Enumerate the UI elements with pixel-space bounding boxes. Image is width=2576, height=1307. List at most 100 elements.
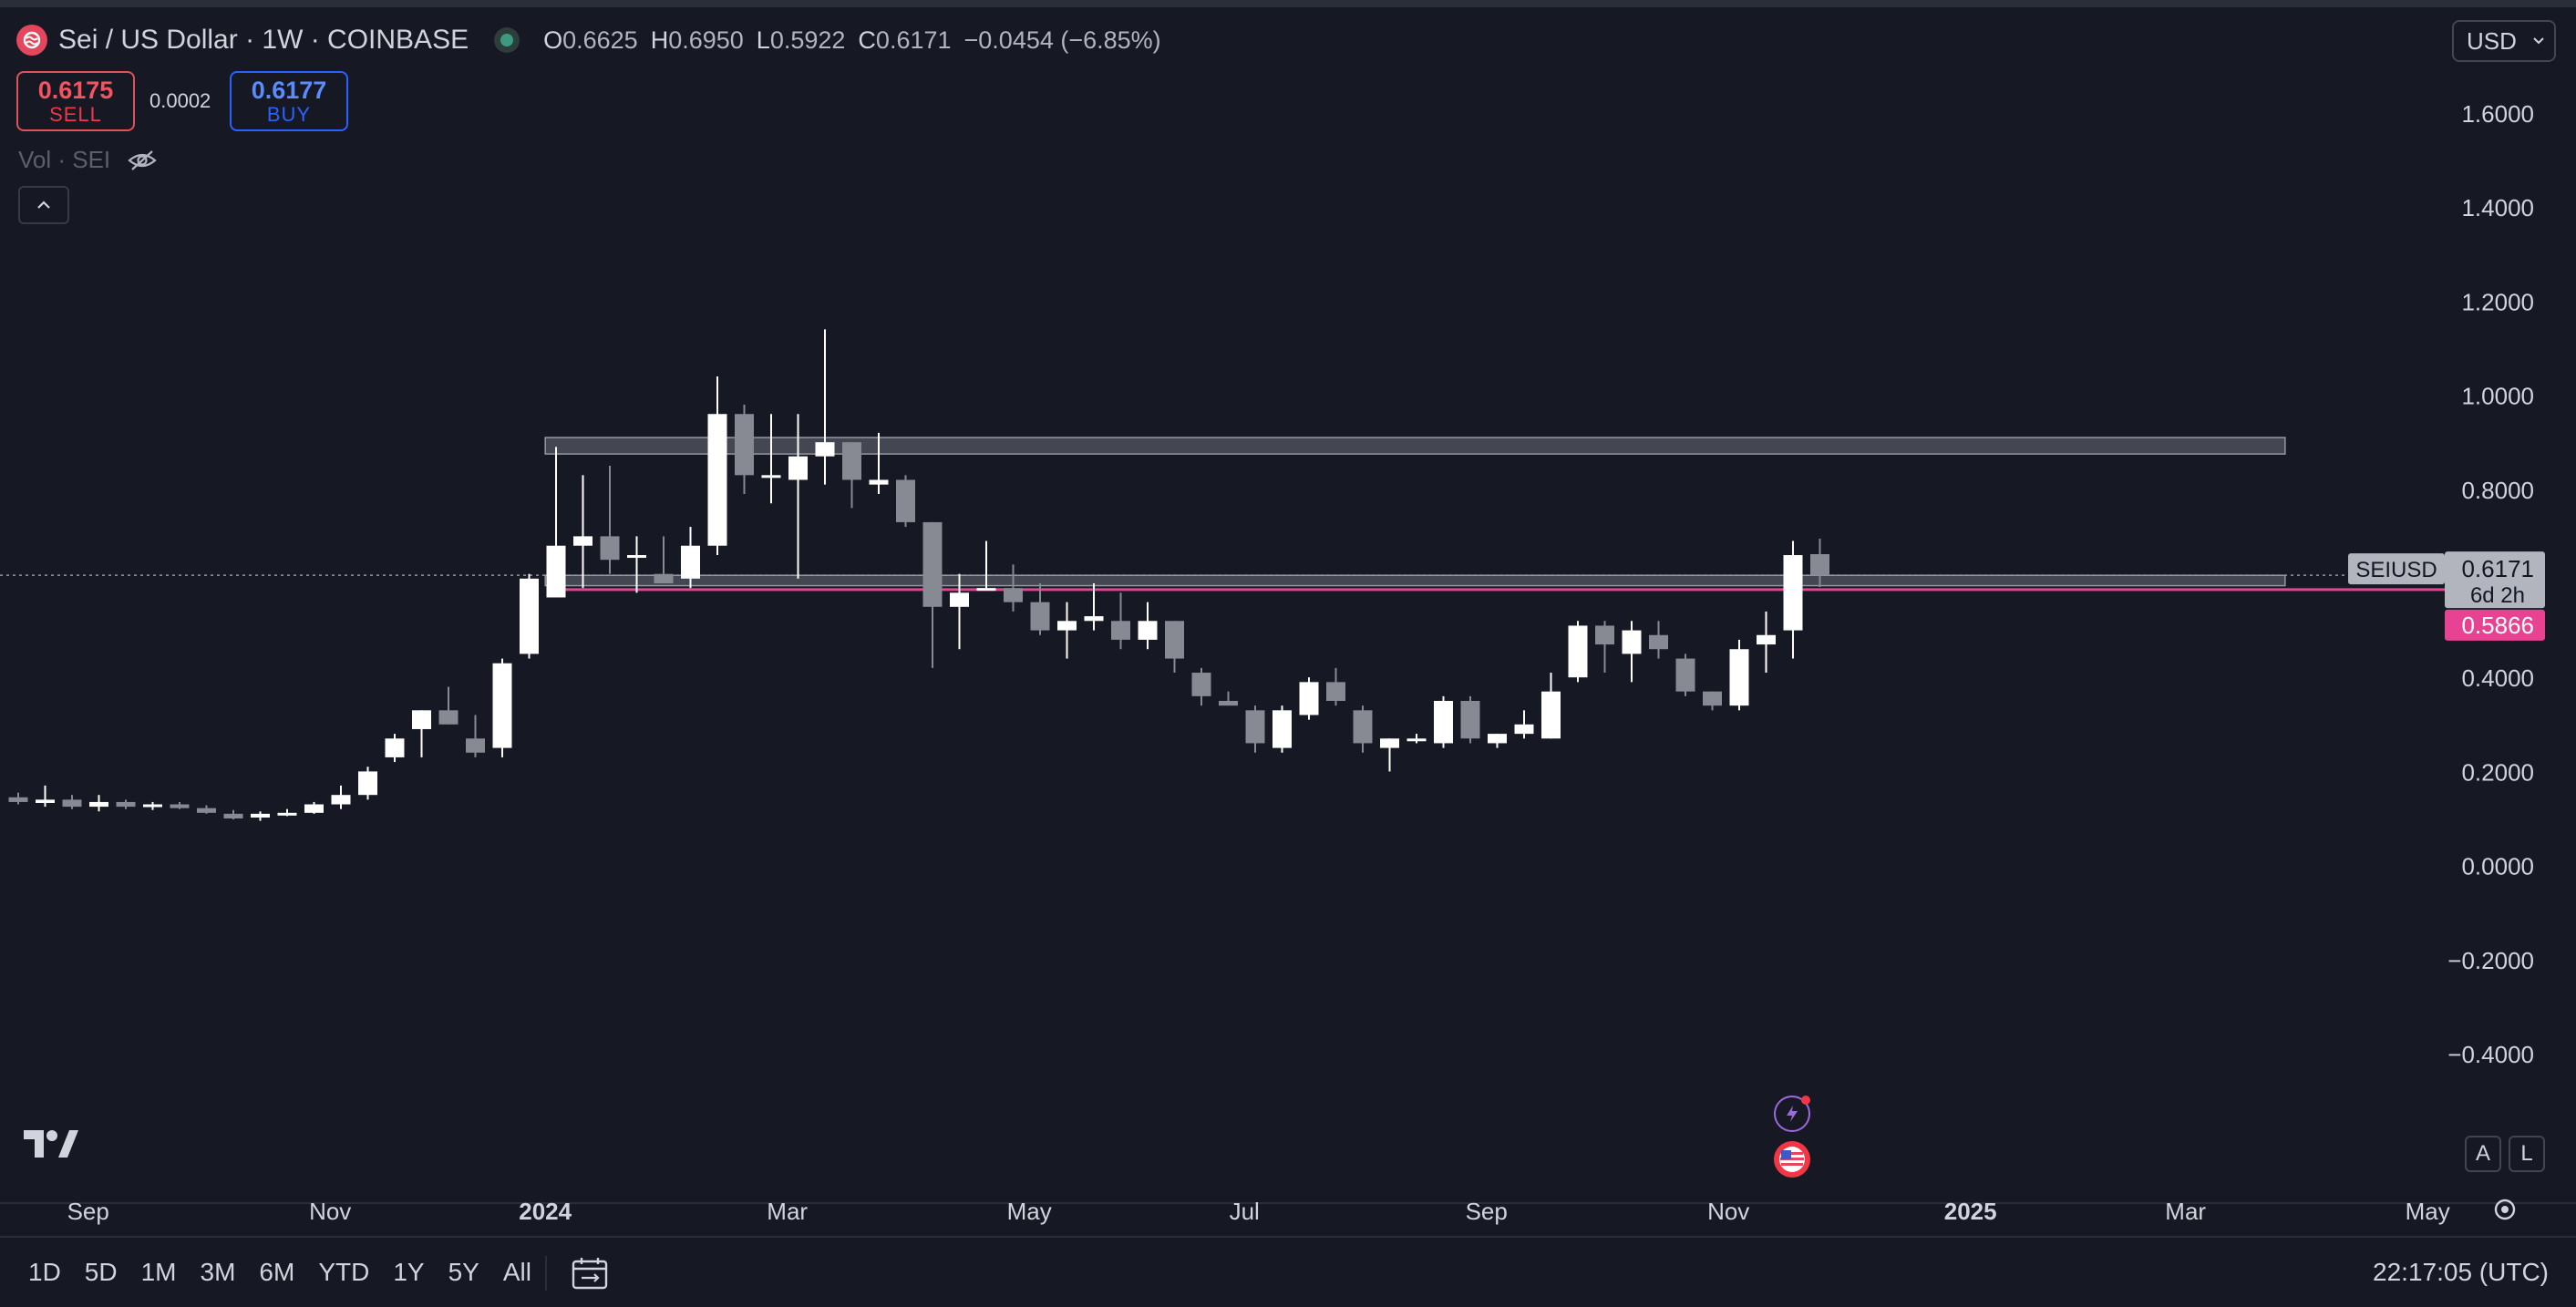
range-1d[interactable]: 1D — [28, 1258, 61, 1286]
candle-body[interactable] — [1810, 554, 1829, 576]
alerts-icon[interactable] — [1774, 1096, 1810, 1132]
candle-body[interactable] — [36, 799, 55, 803]
candle-body[interactable] — [1004, 588, 1023, 602]
candle-body[interactable] — [1191, 673, 1211, 696]
currency-select[interactable]: USD — [2452, 20, 2556, 62]
candle-body[interactable] — [1380, 738, 1399, 748]
candle-body[interactable] — [62, 799, 82, 808]
candle-body[interactable] — [492, 663, 512, 748]
utc-clock[interactable]: 22:17:05 (UTC) — [2373, 1258, 2549, 1286]
zone-rect-0[interactable] — [544, 437, 2286, 455]
candle-body[interactable] — [546, 545, 566, 598]
range-ytd[interactable]: YTD — [318, 1258, 370, 1286]
candle-body[interactable] — [788, 456, 808, 480]
range-3m[interactable]: 3M — [200, 1258, 236, 1286]
candle-body[interactable] — [1757, 634, 1776, 645]
x-tick-label: Jul — [1230, 1198, 1260, 1225]
candle-body[interactable] — [1649, 634, 1668, 650]
market-status-icon[interactable] — [494, 27, 520, 53]
volume-legend[interactable]: Vol · SEI — [18, 146, 158, 174]
candle-body[interactable] — [1165, 621, 1184, 659]
candle-body[interactable] — [1434, 701, 1453, 744]
price-chart[interactable]: 1.6000 1.4000 1.2000 1.0000 0.8000 0.4000 0.20… — [0, 0, 2576, 1236]
candle-body[interactable] — [223, 813, 243, 818]
candle-body[interactable] — [1084, 616, 1104, 622]
candle-body[interactable] — [1729, 649, 1749, 706]
candle-body[interactable] — [1541, 691, 1561, 739]
candle-body[interactable] — [1783, 555, 1803, 631]
range-5d[interactable]: 5D — [84, 1258, 118, 1286]
candle-body[interactable] — [1273, 710, 1292, 748]
candle-body[interactable] — [1030, 602, 1050, 631]
candle-body[interactable] — [681, 545, 700, 579]
candle-body[interactable] — [1245, 710, 1265, 744]
candle-body[interactable] — [251, 813, 270, 818]
tradingview-logo-icon[interactable] — [22, 1128, 78, 1159]
range-6m[interactable]: 6M — [259, 1258, 295, 1286]
x-tick-label: 2024 — [519, 1198, 572, 1225]
candle-body[interactable] — [438, 710, 459, 725]
candle-body[interactable] — [143, 804, 162, 808]
candle-body[interactable] — [842, 442, 861, 480]
range-1y[interactable]: 1Y — [393, 1258, 425, 1286]
candle-body[interactable] — [600, 536, 620, 561]
chart-title[interactable]: Sei / US Dollar · 1W · COINBASE — [58, 25, 469, 55]
log-scale-label: L — [2520, 1141, 2533, 1166]
candle-body[interactable] — [412, 710, 431, 729]
candle-body[interactable] — [89, 801, 108, 808]
candle-body[interactable] — [116, 801, 136, 808]
candle-body[interactable] — [1675, 658, 1695, 692]
candle-body[interactable] — [385, 738, 405, 757]
candle-body[interactable] — [654, 573, 674, 583]
candle-body[interactable] — [170, 804, 190, 808]
candle-body[interactable] — [304, 804, 324, 813]
candle-body[interactable] — [896, 479, 915, 522]
range-all[interactable]: All — [502, 1258, 531, 1286]
candle-body[interactable] — [331, 795, 351, 805]
candle-body[interactable] — [1299, 682, 1319, 715]
candle-body[interactable] — [976, 588, 996, 592]
candle-body[interactable] — [1138, 621, 1158, 640]
candle-body[interactable] — [735, 414, 754, 476]
candle-body[interactable] — [277, 812, 297, 816]
range-1m[interactable]: 1M — [140, 1258, 177, 1286]
candle-body[interactable] — [1057, 621, 1077, 631]
zone-rect-1[interactable] — [544, 574, 2286, 587]
eye-off-icon[interactable] — [127, 149, 158, 172]
candle-body[interactable] — [815, 442, 835, 457]
candle-body[interactable] — [1514, 724, 1534, 735]
candle-body[interactable] — [950, 592, 969, 607]
candle-body[interactable] — [8, 797, 28, 802]
candle-body[interactable] — [466, 738, 485, 753]
log-scale-button[interactable]: L — [2509, 1136, 2545, 1172]
candle-body[interactable] — [1326, 682, 1345, 701]
candle-body[interactable] — [1568, 625, 1588, 678]
range-5y[interactable]: 5Y — [448, 1258, 479, 1286]
candle-body[interactable] — [627, 555, 646, 559]
candle-body[interactable] — [1111, 621, 1130, 640]
buy-button[interactable]: 0.6177 BUY — [230, 71, 348, 131]
candle-body[interactable] — [869, 479, 889, 485]
collapse-button[interactable] — [18, 186, 69, 224]
candle-body[interactable] — [707, 414, 727, 546]
candle-body[interactable] — [922, 521, 943, 607]
candle-body[interactable] — [520, 578, 539, 654]
us-flag-icon[interactable] — [1774, 1141, 1810, 1178]
candle-body[interactable] — [1406, 738, 1427, 742]
y-tick-label: −0.4000 — [2447, 1041, 2534, 1068]
candle-body[interactable] — [197, 808, 216, 813]
candle-body[interactable] — [1219, 701, 1238, 706]
candle-body[interactable] — [761, 475, 781, 479]
candle-body[interactable] — [1353, 710, 1373, 744]
sell-button[interactable]: 0.6175 SELL — [16, 71, 135, 131]
candle-body[interactable] — [1622, 630, 1642, 654]
candle-body[interactable] — [1488, 734, 1507, 744]
candle-body[interactable] — [1703, 691, 1722, 706]
candle-body[interactable] — [1595, 625, 1614, 645]
auto-scale-button[interactable]: A — [2465, 1136, 2501, 1172]
candle-body[interactable] — [1460, 701, 1480, 739]
calendar-range-icon[interactable] — [571, 1256, 609, 1291]
candle-body[interactable] — [358, 771, 377, 796]
candle-body[interactable] — [573, 536, 592, 546]
settings-gear-icon[interactable] — [2494, 1199, 2516, 1220]
